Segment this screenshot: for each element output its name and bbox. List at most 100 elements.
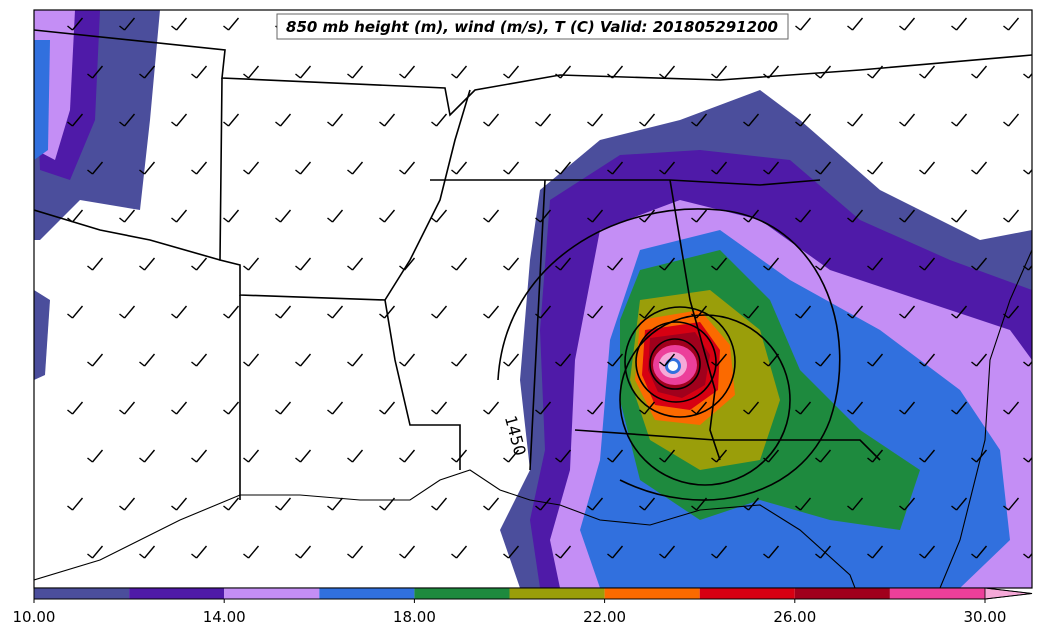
wind-barb [951, 17, 968, 31]
colorbar-segment [319, 588, 415, 599]
wind-barb [223, 113, 240, 127]
colorbar-tick-label: 26.00 [773, 608, 816, 626]
wind-barb [275, 401, 292, 415]
wind-barb [795, 17, 812, 31]
wind-barb [295, 545, 312, 559]
wind-barb [691, 209, 708, 223]
wind-barb [379, 497, 396, 511]
wind-barb [607, 257, 624, 271]
wind-barb [503, 449, 520, 463]
wind-barb [867, 65, 884, 79]
wind-barb [1003, 305, 1020, 319]
wind-barb [899, 17, 916, 31]
wind-barb [191, 65, 208, 79]
wind-barb [87, 65, 104, 79]
wind-barb [119, 209, 136, 223]
temperature-shade [34, 290, 50, 380]
colorbar-segment [699, 588, 795, 599]
wind-barb [451, 353, 468, 367]
wind-barb [1003, 113, 1020, 127]
wind-barb [347, 257, 364, 271]
height-contour [497, 208, 841, 501]
wind-barb [795, 305, 812, 319]
wind-barb [67, 209, 84, 223]
wind-barb [1003, 209, 1020, 223]
wind-barb [1003, 17, 1020, 31]
wind-barb [899, 497, 916, 511]
wind-barb [743, 305, 760, 319]
colorbar-extension [984, 587, 1033, 600]
wind-barb [451, 257, 468, 271]
wind-barbs [67, 17, 1032, 559]
wind-barb [295, 449, 312, 463]
wind-barb [347, 161, 364, 175]
height-contour [635, 321, 717, 403]
wind-barb [191, 449, 208, 463]
wind-barb [399, 353, 416, 367]
wind-barb [503, 65, 520, 79]
wind-barb [763, 257, 780, 271]
wind-barb [139, 545, 156, 559]
wind-barb [1023, 456, 1032, 463]
wind-barb [171, 305, 188, 319]
wind-barb [503, 545, 520, 559]
wind-barb [691, 401, 708, 415]
wind-barb [295, 161, 312, 175]
wind-barb [87, 353, 104, 367]
wind-barb [607, 161, 624, 175]
wind-barb [691, 497, 708, 511]
wind-barb [431, 401, 448, 415]
wind-barb [1023, 264, 1032, 271]
wind-barb [951, 497, 968, 511]
state-line [34, 209, 241, 500]
wind-barb [503, 161, 520, 175]
wind-barb [347, 353, 364, 367]
wind-barb [951, 401, 968, 415]
wind-barb [1023, 360, 1032, 367]
wind-barb [243, 353, 260, 367]
wind-barb [919, 353, 936, 367]
wind-barb [971, 353, 988, 367]
wind-barb [451, 65, 468, 79]
wind-barb [67, 401, 84, 415]
wind-barb [899, 305, 916, 319]
wind-barb [743, 401, 760, 415]
wind-barb [607, 545, 624, 559]
wind-barb [711, 65, 728, 79]
wind-barb [535, 209, 552, 223]
height-contour [624, 306, 736, 418]
coastline [939, 249, 1032, 588]
wind-barb [535, 401, 552, 415]
wind-barb [607, 449, 624, 463]
state-line [384, 89, 471, 470]
wind-barb [691, 305, 708, 319]
wind-barb [243, 161, 260, 175]
wind-barb [87, 545, 104, 559]
wind-barb [867, 449, 884, 463]
wind-barb [119, 17, 136, 31]
state-line [34, 29, 1032, 117]
wind-barb [867, 161, 884, 175]
wind-barb [795, 209, 812, 223]
wind-barb [919, 257, 936, 271]
wind-barb [191, 545, 208, 559]
wind-barb [139, 161, 156, 175]
wind-barb [399, 65, 416, 79]
wind-barb [711, 353, 728, 367]
wind-barb [243, 449, 260, 463]
wind-barb [639, 113, 656, 127]
wind-barb [587, 497, 604, 511]
wind-barb [691, 113, 708, 127]
wind-barb [919, 161, 936, 175]
wind-barb [347, 545, 364, 559]
wind-barb [119, 401, 136, 415]
wind-barb [171, 209, 188, 223]
wind-barb [867, 257, 884, 271]
wind-barb [451, 161, 468, 175]
wind-barb [327, 305, 344, 319]
wind-barb [951, 305, 968, 319]
wind-barb [815, 545, 832, 559]
wind-barb [587, 113, 604, 127]
wind-barb [711, 449, 728, 463]
